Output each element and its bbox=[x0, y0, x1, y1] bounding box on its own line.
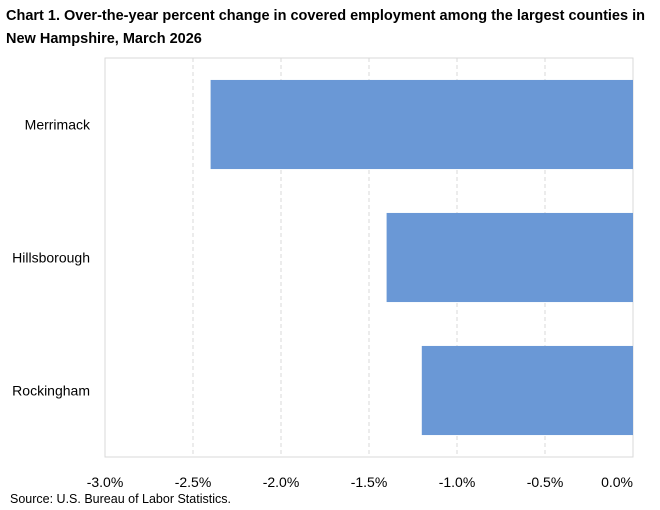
bar-rockingham bbox=[421, 345, 633, 436]
x-tick-label: -2.0% bbox=[263, 474, 300, 490]
chart-title: Chart 1. Over-the-year percent change in… bbox=[6, 8, 645, 47]
x-tick-label: 0.0% bbox=[601, 474, 633, 490]
category-label-rockingham: Rockingham bbox=[12, 383, 90, 399]
x-tick-label: -3.0% bbox=[87, 474, 124, 490]
bar-merrimack bbox=[210, 79, 633, 170]
x-tick-label: -1.0% bbox=[439, 474, 476, 490]
y-axis-category-labels: Merrimack Hillsborough Rockingham bbox=[12, 117, 91, 399]
source-note: Source: U.S. Bureau of Labor Statistics. bbox=[10, 492, 231, 506]
x-tick-label: -2.5% bbox=[175, 474, 212, 490]
x-tick-label: -0.5% bbox=[527, 474, 564, 490]
bar-hillsborough bbox=[386, 212, 633, 303]
x-tick-label: -1.5% bbox=[351, 474, 388, 490]
x-axis-tick-labels: -3.0% -2.5% -2.0% -1.5% -1.0% -0.5% 0.0% bbox=[87, 474, 633, 490]
bars bbox=[210, 79, 633, 436]
category-label-merrimack: Merrimack bbox=[25, 117, 91, 133]
category-label-hillsborough: Hillsborough bbox=[12, 250, 90, 266]
